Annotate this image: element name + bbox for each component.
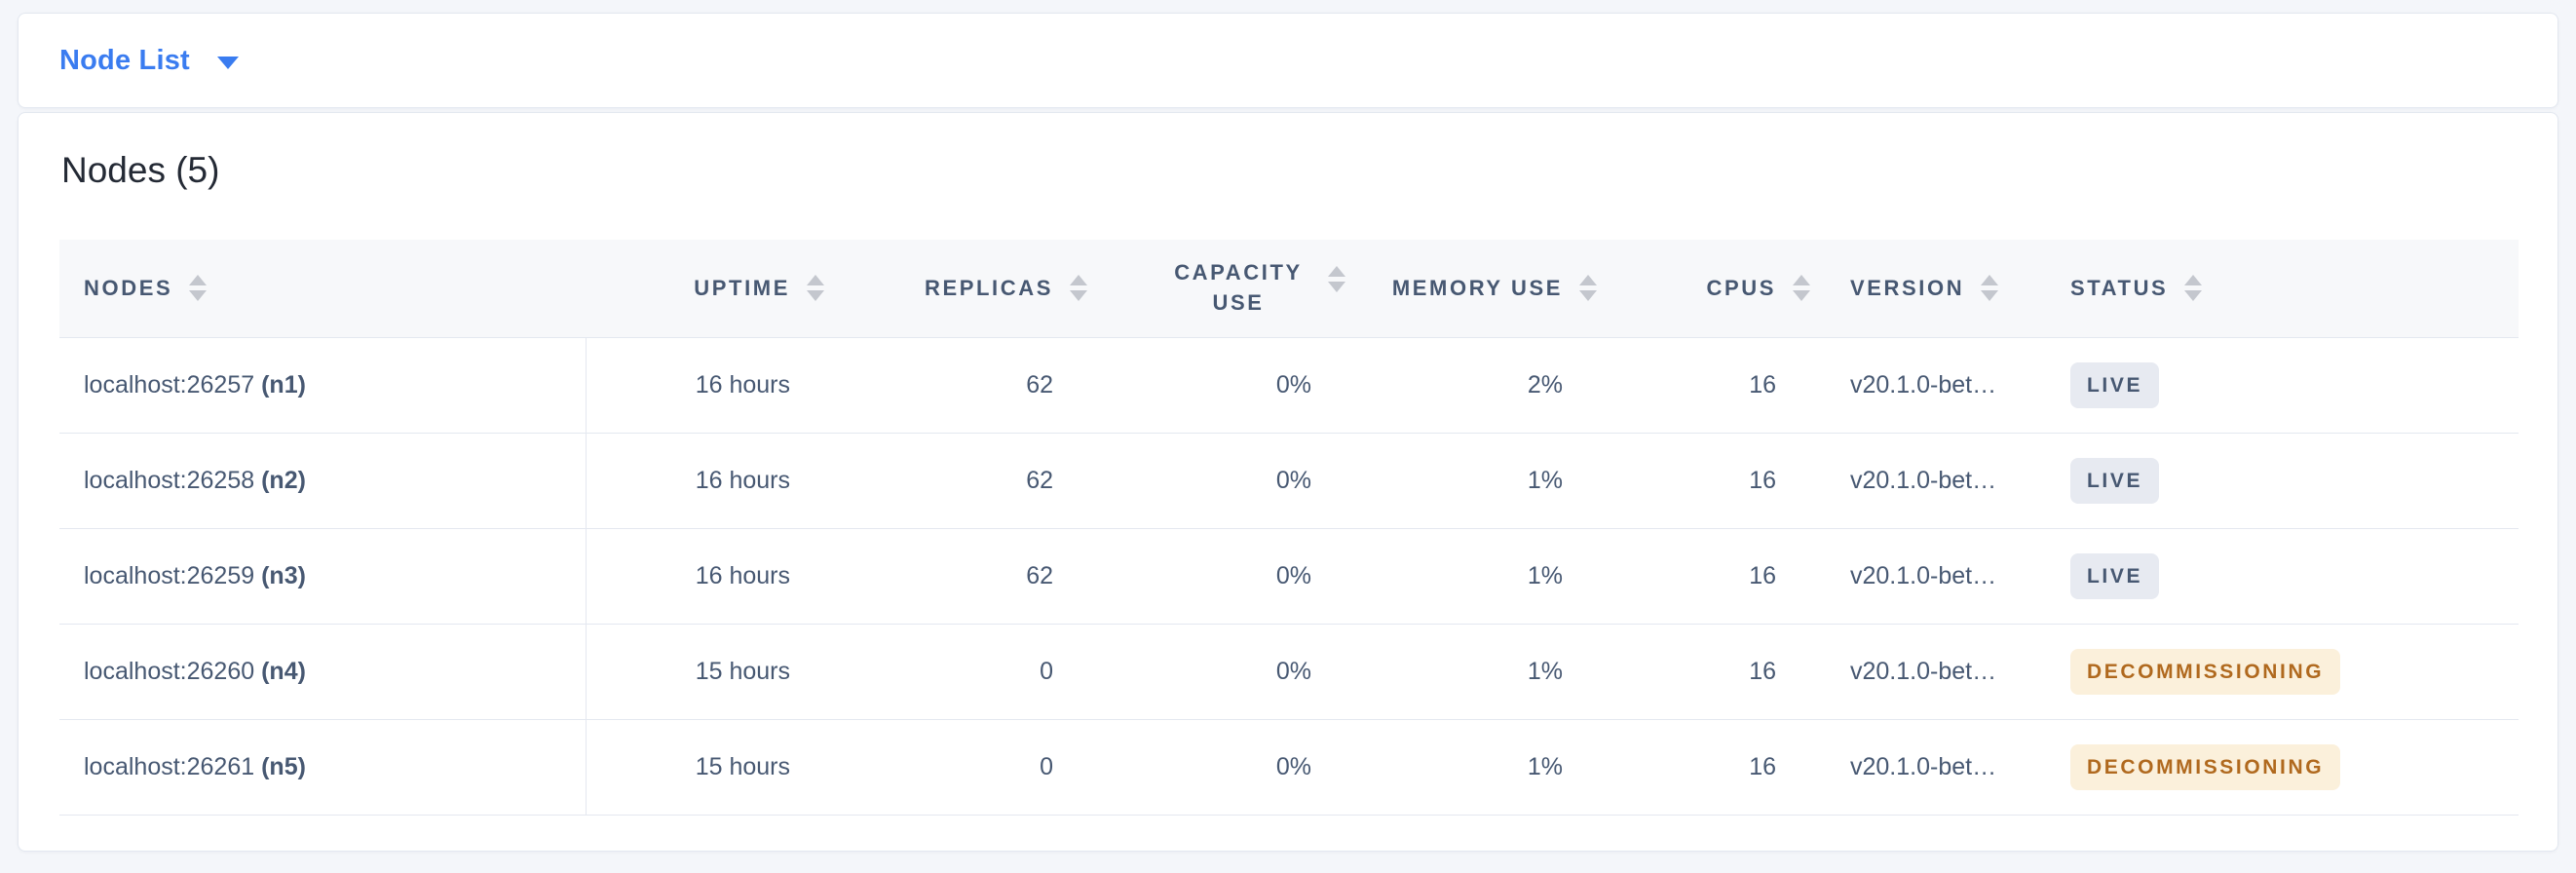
status-badge: LIVE — [2070, 361, 2160, 408]
page-title: Nodes (5) — [61, 150, 220, 190]
table-row: localhost:26261 (n5) 15 hours 0 0% 1% 16… — [59, 719, 2519, 816]
node-id: (n5) — [261, 752, 306, 780]
column-header-uptime[interactable]: UPTIME — [586, 240, 825, 338]
column-label: CPUS — [1706, 275, 1776, 300]
node-address-cell: localhost:26259 (n3) — [59, 528, 587, 625]
version-cell: v20.1.0-bet… — [1811, 528, 2047, 625]
node-id: (n3) — [261, 561, 306, 589]
cpus-cell: 16 — [1598, 719, 1811, 816]
node-address: localhost:26257 — [84, 370, 255, 399]
cpus-cell: 16 — [1598, 337, 1811, 434]
column-label: CAPACITY USE — [1174, 260, 1303, 315]
node-address: localhost:26258 — [84, 466, 255, 494]
table-row: localhost:26260 (n4) 15 hours 0 0% 1% 16… — [59, 624, 2519, 720]
memory-use-cell: 1% — [1346, 433, 1598, 529]
sort-icon — [1791, 275, 1811, 302]
capacity-use-cell: 0% — [1088, 433, 1346, 529]
status-cell: LIVE — [2047, 433, 2519, 529]
column-label: NODES — [84, 275, 173, 300]
uptime-cell: 16 hours — [586, 433, 825, 529]
column-label: REPLICAS — [924, 275, 1053, 300]
node-id: (n2) — [261, 466, 306, 494]
memory-use-cell: 2% — [1346, 337, 1598, 434]
table-header-row: NODES UPTIME REPLICAS — [59, 240, 2519, 338]
cpus-cell: 16 — [1598, 528, 1811, 625]
node-address: localhost:26261 — [84, 752, 255, 780]
node-address: localhost:26260 — [84, 657, 255, 685]
column-header-cpus[interactable]: CPUS — [1598, 240, 1811, 338]
table-row: localhost:26259 (n3) 16 hours 62 0% 1% 1… — [59, 528, 2519, 625]
column-label: MEMORY USE — [1391, 275, 1563, 300]
column-label: STATUS — [2070, 275, 2169, 300]
memory-use-cell: 1% — [1346, 528, 1598, 625]
cpus-cell: 16 — [1598, 433, 1811, 529]
chevron-down-icon — [216, 56, 239, 69]
uptime-cell: 15 hours — [586, 719, 825, 816]
memory-use-cell: 1% — [1346, 719, 1598, 816]
status-badge: LIVE — [2070, 552, 2160, 599]
version-cell: v20.1.0-bet… — [1811, 624, 2047, 720]
node-id: (n4) — [261, 657, 306, 685]
table-row: localhost:26258 (n2) 16 hours 62 0% 1% 1… — [59, 433, 2519, 529]
status-cell: LIVE — [2047, 337, 2519, 434]
sort-icon — [1326, 266, 1346, 293]
status-cell: DECOMMISSIONING — [2047, 624, 2519, 720]
sort-icon — [187, 275, 208, 302]
status-cell: LIVE — [2047, 528, 2519, 625]
sort-icon — [2182, 275, 2203, 302]
replicas-cell: 62 — [825, 433, 1088, 529]
replicas-cell: 62 — [825, 337, 1088, 434]
column-label: UPTIME — [694, 275, 790, 300]
column-header-version[interactable]: VERSION — [1811, 240, 2047, 338]
status-cell: DECOMMISSIONING — [2047, 719, 2519, 816]
capacity-use-cell: 0% — [1088, 719, 1346, 816]
node-address-cell: localhost:26261 (n5) — [59, 719, 587, 816]
column-header-replicas[interactable]: REPLICAS — [825, 240, 1088, 338]
sort-icon — [1979, 275, 1999, 302]
node-address: localhost:26259 — [84, 561, 255, 589]
memory-use-cell: 1% — [1346, 624, 1598, 720]
cpus-cell: 16 — [1598, 624, 1811, 720]
version-cell: v20.1.0-bet… — [1811, 433, 2047, 529]
status-badge: DECOMMISSIONING — [2070, 743, 2341, 790]
view-selector-dropdown[interactable]: Node List — [59, 45, 239, 77]
sort-icon — [1068, 275, 1088, 302]
column-header-memory-use[interactable]: MEMORY USE — [1346, 240, 1598, 338]
node-table: NODES UPTIME REPLICAS — [59, 240, 2519, 816]
capacity-use-cell: 0% — [1088, 528, 1346, 625]
replicas-cell: 0 — [825, 624, 1088, 720]
uptime-cell: 16 hours — [586, 528, 825, 625]
column-label: VERSION — [1850, 275, 1965, 300]
column-header-status[interactable]: STATUS — [2047, 240, 2519, 338]
version-cell: v20.1.0-bet… — [1811, 337, 2047, 434]
column-header-capacity-use[interactable]: CAPACITY USE — [1088, 240, 1346, 338]
node-address-cell: localhost:26260 (n4) — [59, 624, 587, 720]
nodes-panel: Nodes (5) NODES UPTIM — [18, 112, 2558, 852]
uptime-cell: 15 hours — [586, 624, 825, 720]
capacity-use-cell: 0% — [1088, 337, 1346, 434]
status-badge: LIVE — [2070, 457, 2160, 504]
capacity-use-cell: 0% — [1088, 624, 1346, 720]
column-header-nodes[interactable]: NODES — [59, 240, 586, 338]
sort-icon — [1577, 275, 1598, 302]
replicas-cell: 0 — [825, 719, 1088, 816]
version-cell: v20.1.0-bet… — [1811, 719, 2047, 816]
replicas-cell: 62 — [825, 528, 1088, 625]
node-table-body: localhost:26257 (n1) 16 hours 62 0% 2% 1… — [59, 337, 2519, 816]
view-selector-bar: Node List — [18, 13, 2558, 108]
status-badge: DECOMMISSIONING — [2070, 648, 2341, 695]
uptime-cell: 16 hours — [586, 337, 825, 434]
sort-icon — [805, 275, 825, 302]
table-row: localhost:26257 (n1) 16 hours 62 0% 2% 1… — [59, 337, 2519, 434]
node-address-cell: localhost:26258 (n2) — [59, 433, 587, 529]
node-id: (n1) — [261, 370, 306, 399]
view-selector-label: Node List — [59, 44, 190, 76]
node-address-cell: localhost:26257 (n1) — [59, 337, 587, 434]
